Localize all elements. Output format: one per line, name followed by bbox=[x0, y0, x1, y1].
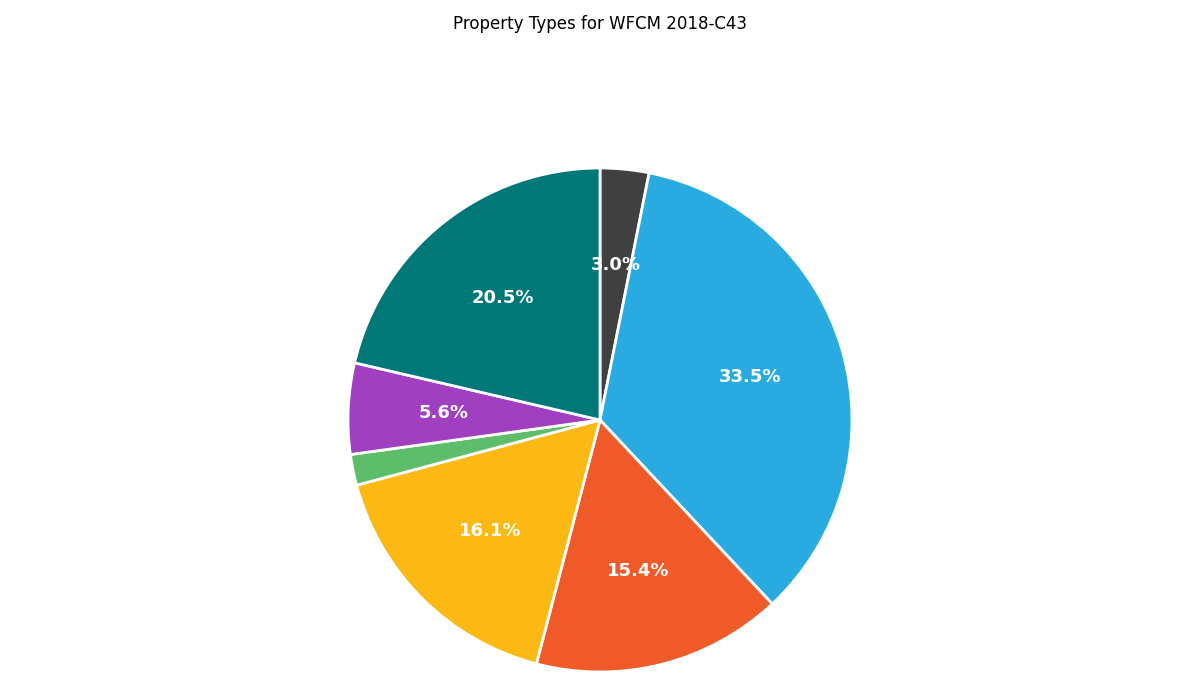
Wedge shape bbox=[356, 420, 600, 664]
Wedge shape bbox=[600, 173, 852, 604]
Text: 5.6%: 5.6% bbox=[419, 404, 469, 422]
Text: 15.4%: 15.4% bbox=[607, 562, 670, 580]
Wedge shape bbox=[536, 420, 773, 672]
Text: 3.0%: 3.0% bbox=[590, 256, 641, 274]
Text: 33.5%: 33.5% bbox=[719, 368, 781, 386]
Wedge shape bbox=[350, 420, 600, 485]
Legend: Multifamily, Office, Retail, Mixed-Use, Self Storage, Lodging, Industrial: Multifamily, Office, Retail, Mixed-Use, … bbox=[168, 0, 1032, 6]
Title: Property Types for WFCM 2018-C43: Property Types for WFCM 2018-C43 bbox=[454, 15, 746, 33]
Wedge shape bbox=[600, 168, 649, 420]
Wedge shape bbox=[354, 168, 600, 420]
Text: 16.1%: 16.1% bbox=[458, 522, 521, 540]
Text: 20.5%: 20.5% bbox=[472, 288, 534, 307]
Wedge shape bbox=[348, 363, 600, 454]
